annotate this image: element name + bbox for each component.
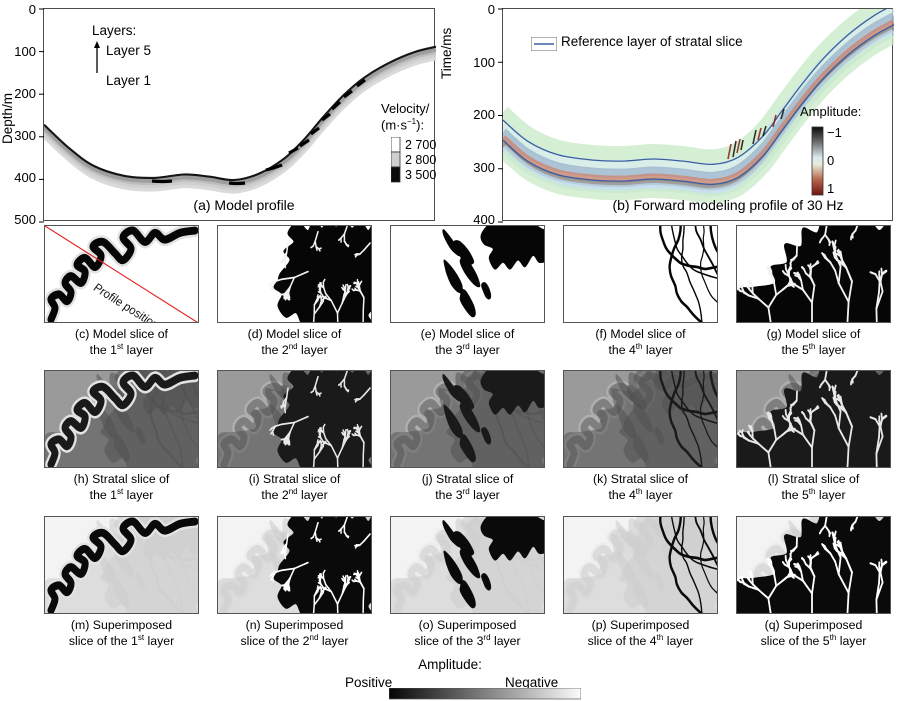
svg-text:2 700: 2 700 <box>405 138 436 152</box>
svg-text:Profile position: Profile position <box>92 281 161 323</box>
svg-text:3 500: 3 500 <box>405 168 436 182</box>
svg-text:−1: −1 <box>827 125 842 140</box>
svg-text:1: 1 <box>827 181 834 196</box>
svg-text:2 800: 2 800 <box>405 153 436 167</box>
svg-text:0: 0 <box>827 153 834 168</box>
